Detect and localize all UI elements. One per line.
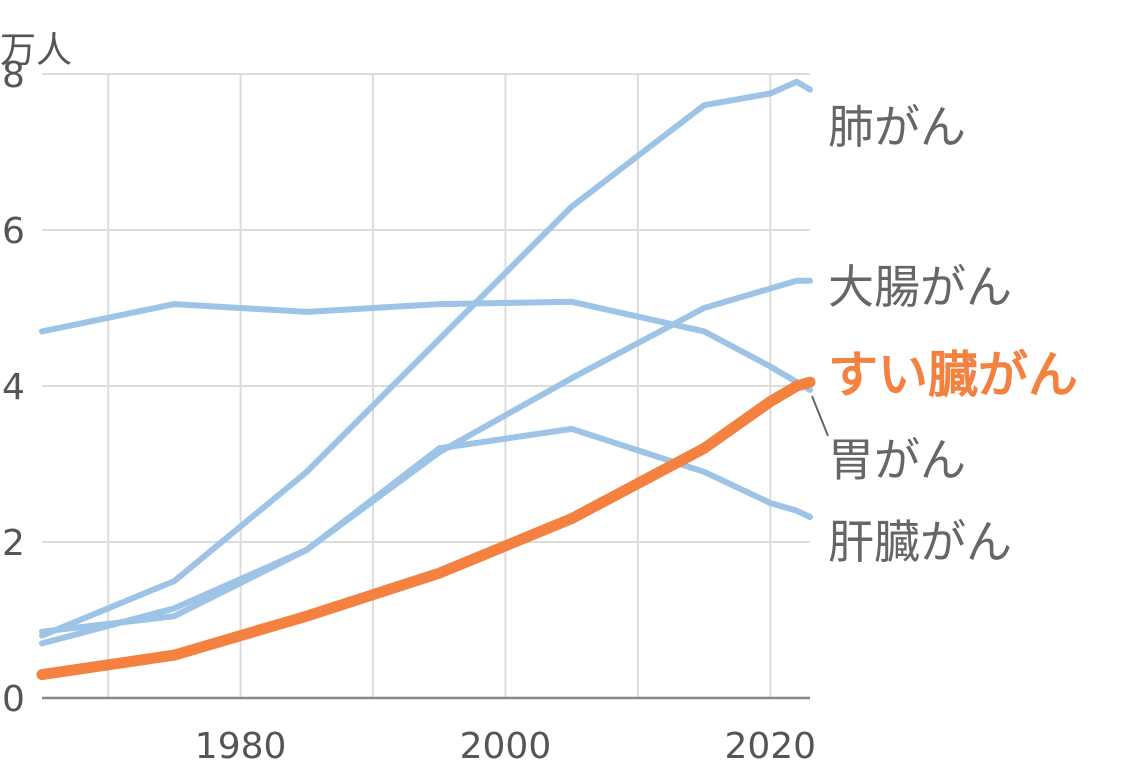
grid-layer	[42, 73, 810, 698]
series-label-肺がん: 肺がん	[828, 100, 966, 154]
series-line-胃がん	[39, 298, 813, 393]
y-tick-label-4: 4	[2, 367, 25, 408]
series-label-肝臓がん: 肝臓がん	[828, 515, 1012, 569]
leader-line	[811, 395, 829, 437]
x-tick-label-2000: 2000	[460, 726, 552, 767]
y-tick-label-8: 8	[2, 55, 25, 96]
y-tick-label-2: 2	[2, 523, 25, 564]
series-line-肝臓がん	[39, 425, 813, 635]
x-tick-label-2020: 2020	[724, 726, 816, 767]
series-label-胃がん: 胃がん	[828, 433, 966, 487]
series-line-すい臓がん	[36, 376, 816, 681]
y-tick-label-6: 6	[2, 211, 25, 252]
series-line-肺がん	[39, 78, 813, 639]
y-unit-label: 万人	[0, 30, 72, 71]
series-layer	[36, 78, 816, 681]
x-tick-label-1980: 1980	[195, 726, 287, 767]
series-label-大腸がん: 大腸がん	[828, 260, 1012, 314]
series-line-大腸がん	[39, 277, 813, 647]
series-label-すい臓がん: すい臓がん	[828, 346, 1078, 404]
axis-layer: 0 2 4 6 8 1980 2000 2020	[2, 55, 816, 767]
y-tick-label-0: 0	[2, 679, 25, 720]
